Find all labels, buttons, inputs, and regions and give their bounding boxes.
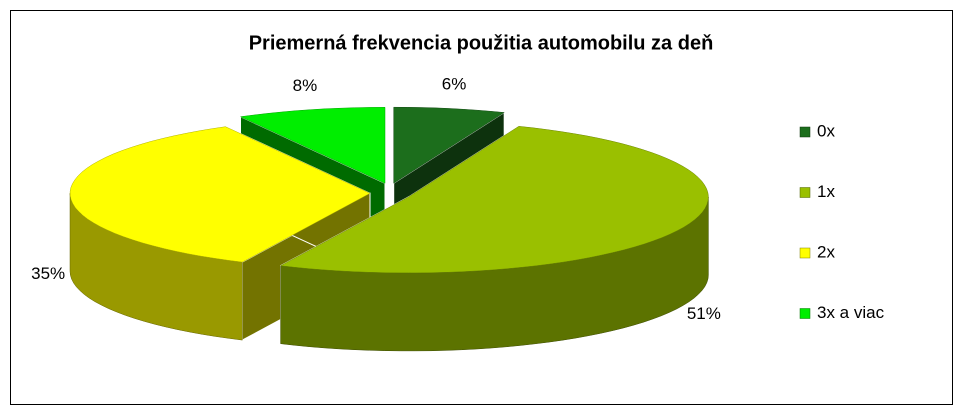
slice-top <box>279 126 709 274</box>
legend-swatch <box>799 308 811 319</box>
slice-top <box>239 107 386 184</box>
legend-swatch <box>799 187 811 198</box>
data-label: 8% <box>293 76 318 95</box>
chart-title: Priemerná frekvencia použitia automobilu… <box>249 32 714 54</box>
legend-label: 2x <box>817 242 835 261</box>
slice-top <box>69 126 371 263</box>
data-label: 6% <box>442 74 467 93</box>
slice <box>69 125 371 341</box>
legend-swatch <box>799 247 811 259</box>
slice <box>279 125 709 352</box>
slice-top <box>393 106 505 184</box>
data-label: 51% <box>687 304 721 323</box>
legend-label: 3x a viac <box>817 303 885 322</box>
legend-label: 0x <box>817 121 835 140</box>
legend-swatch <box>799 126 811 138</box>
legend-label: 1x <box>817 182 835 201</box>
data-label: 35% <box>31 264 65 283</box>
